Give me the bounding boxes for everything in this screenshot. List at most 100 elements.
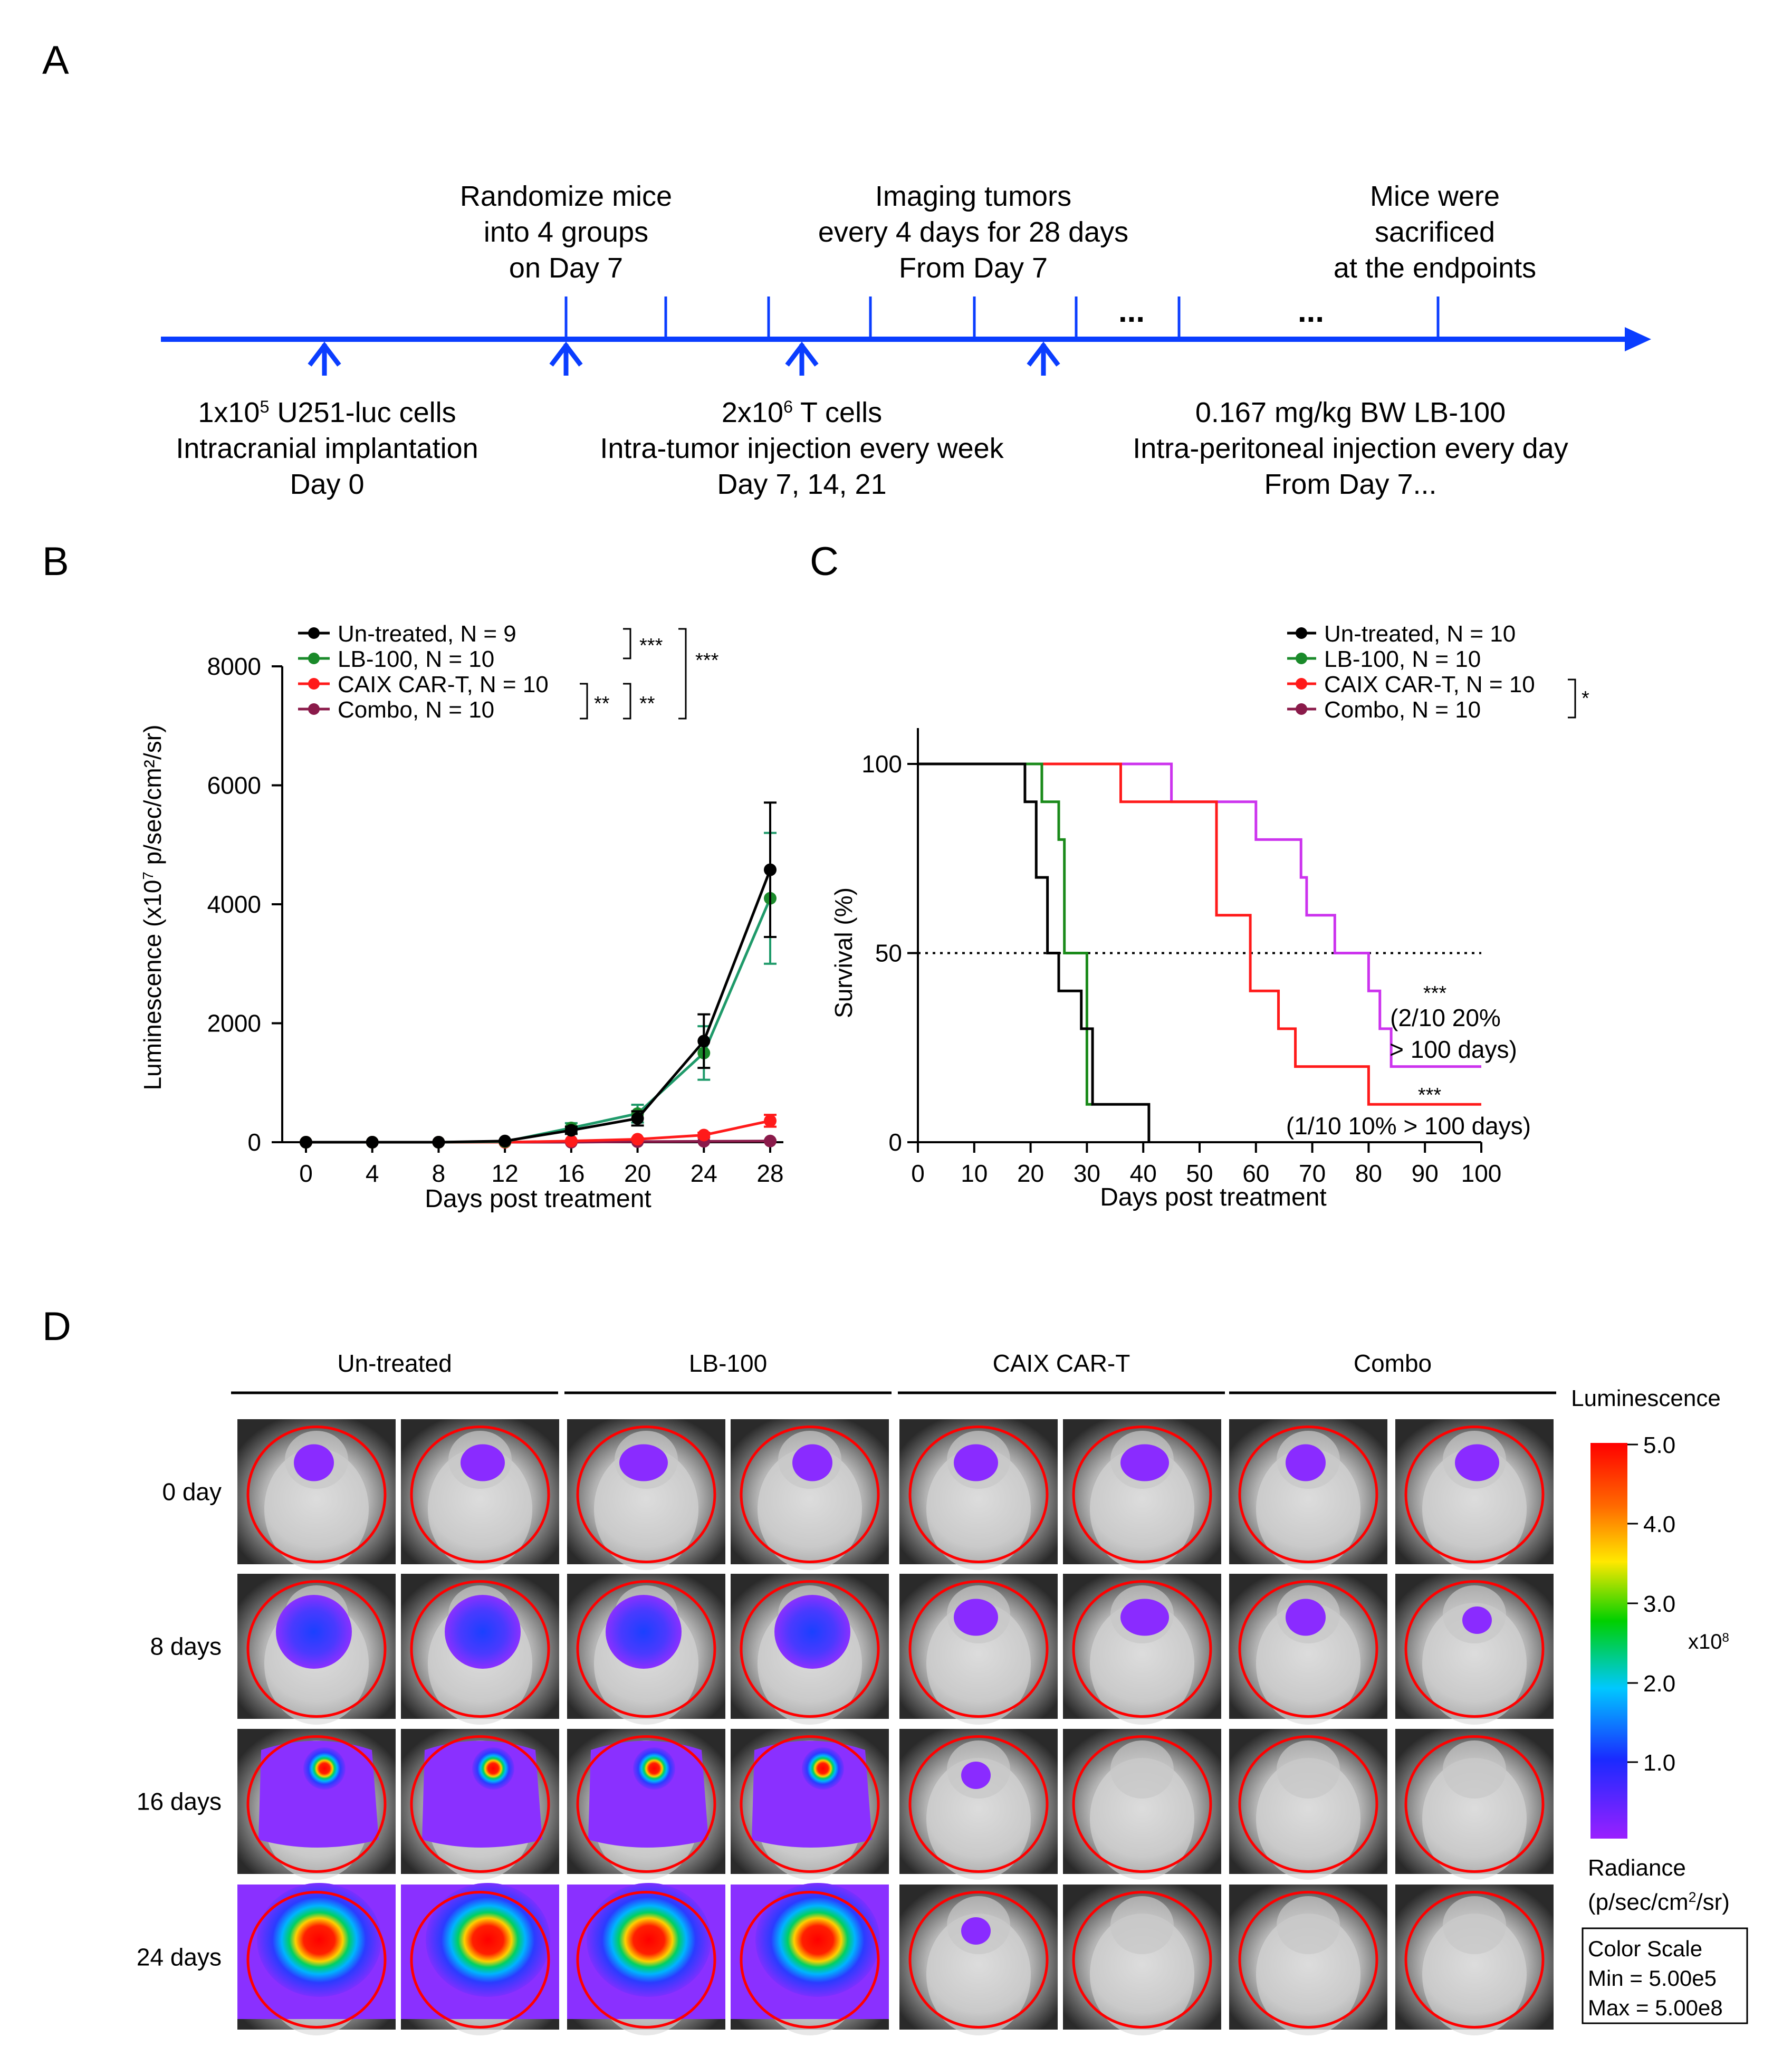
data-point (564, 1134, 578, 1147)
x-tick-label: 80 (1355, 1160, 1382, 1187)
x-tick-label: 20 (624, 1160, 651, 1187)
sig-label: * (1582, 687, 1589, 710)
mouse-image (1229, 1419, 1387, 1570)
roi-circle (740, 1426, 880, 1563)
mouse-image (1395, 1574, 1554, 1725)
series-line (306, 869, 772, 1144)
survival-chart: 0 50 100 0 10 20 30 40 50 60 70 80 90 100 Days post tr… (830, 728, 1531, 1211)
mouse-image (1063, 1885, 1221, 2035)
panel-letter-d: D (42, 1304, 71, 1349)
signal-region (276, 1595, 352, 1669)
timeline-top-label: sacrificed (1375, 216, 1495, 248)
annotation-sig: *** (1423, 982, 1447, 1005)
mouse-body (1256, 1914, 1360, 2035)
timeline-top-label: Imaging tumors (875, 180, 1071, 212)
colorbar-tick-label: 5.0 (1643, 1432, 1675, 1458)
legend-label: LB-100, N = 10 (338, 646, 494, 672)
legend-marker (1296, 678, 1307, 690)
legend-label: Combo, N = 10 (338, 697, 494, 723)
roi-circle (740, 1735, 880, 1873)
signal-spot (294, 1444, 334, 1481)
colorbar-multiplier: x108 (1688, 1630, 1729, 1653)
row-label: 16 days (137, 1788, 222, 1815)
signal-region (774, 1595, 850, 1669)
roi-circle (1072, 1426, 1212, 1563)
signal-region (606, 1595, 682, 1669)
mouse-image (237, 1729, 396, 1880)
data-point (300, 1136, 312, 1149)
mouse-body (1256, 1758, 1360, 1880)
timeline-ellipsis: ... (1118, 293, 1145, 329)
group-header: Un-treated (337, 1350, 452, 1377)
mouse-body (1090, 1914, 1194, 2035)
mouse-image (899, 1885, 1058, 2035)
y-tick-label: 6000 (207, 772, 261, 799)
mouse-image (1229, 1729, 1387, 1880)
timeline-top-label: every 4 days for 28 days (818, 216, 1128, 248)
sig-bracket (623, 628, 631, 659)
sig-label: ** (639, 693, 655, 715)
bioluminescence-image-grid: Un-treated LB-100 CAIX CAR-T Combo 0 day 8 da… (137, 1350, 1556, 2035)
signal-hotspot (472, 1747, 514, 1790)
colorbar-tick-label: 1.0 (1643, 1750, 1675, 1776)
mouse-image (899, 1729, 1058, 1880)
row-label: 8 days (150, 1633, 222, 1660)
roi-circle (1404, 1735, 1545, 1873)
sig-label: *** (695, 649, 719, 672)
mouse-body (1422, 1758, 1527, 1880)
y-tick-label: 8000 (207, 653, 261, 680)
mouse-image (731, 1883, 889, 2035)
mouse-body (1422, 1914, 1527, 2035)
mouse-image (401, 1729, 559, 1880)
annotation-text: > 100 days) (1389, 1036, 1517, 1063)
roi-circle (1238, 1735, 1378, 1873)
mouse-body (1256, 1603, 1360, 1725)
data-point (764, 1114, 777, 1127)
annotation-text: (2/10 20% (1390, 1004, 1501, 1031)
legend-marker (1296, 653, 1307, 664)
x-tick-label: 70 (1299, 1160, 1326, 1187)
roi-circle (246, 1580, 387, 1718)
roi-circle (908, 1426, 1049, 1563)
mouse-body (926, 1914, 1031, 2035)
x-tick-label: 8 (432, 1160, 446, 1187)
data-point (366, 1136, 379, 1149)
signal-hotspot (257, 1883, 381, 1997)
survival-curve (918, 762, 1151, 1142)
roi-circle (1072, 1735, 1212, 1873)
mouse-image (567, 1419, 725, 1570)
roi-circle (576, 1891, 716, 2029)
legend-label: LB-100, N = 10 (1324, 646, 1481, 672)
signal-hotspot (426, 1883, 550, 1997)
mouse-head (1443, 1740, 1506, 1799)
timeline-top-label: into 4 groups (484, 216, 648, 248)
mouse-image (899, 1574, 1058, 1725)
color-scale-bar: Luminescence 5.0 4.0 3.0 2.0 1.0 x108 Radiance (… (1571, 1385, 1748, 2024)
color-scale-text: Color Scale (1588, 1936, 1702, 1961)
timeline-arrowhead (1625, 327, 1651, 351)
mouse-image (1229, 1574, 1387, 1725)
sig-label: ** (594, 693, 610, 715)
x-axis-label: Days post treatment (1100, 1183, 1327, 1211)
timeline-bottom-label: Intracranial implantation (176, 433, 478, 464)
sig-bracket (580, 683, 588, 720)
colorbar-unit: Radiance (1588, 1855, 1686, 1881)
mouse-body (1090, 1603, 1194, 1725)
x-tick-label: 28 (756, 1160, 783, 1187)
roi-circle (1238, 1891, 1378, 2029)
mouse-image (1229, 1885, 1387, 2035)
row-label: 24 days (137, 1944, 222, 1971)
timeline-bottom-label: Intra-peritoneal injection every day (1133, 433, 1568, 464)
legend-marker (308, 678, 320, 690)
timeline-event-arrowhead (308, 341, 341, 367)
signal-spot (1286, 1444, 1326, 1481)
legend-label: Combo, N = 10 (1324, 697, 1481, 723)
legend-marker (308, 627, 320, 639)
signal-spot (792, 1444, 832, 1481)
mouse-image (567, 1729, 725, 1880)
series-line (306, 897, 772, 1144)
colorbar-tick-label: 2.0 (1643, 1671, 1675, 1697)
mouse-body (1256, 1448, 1360, 1570)
